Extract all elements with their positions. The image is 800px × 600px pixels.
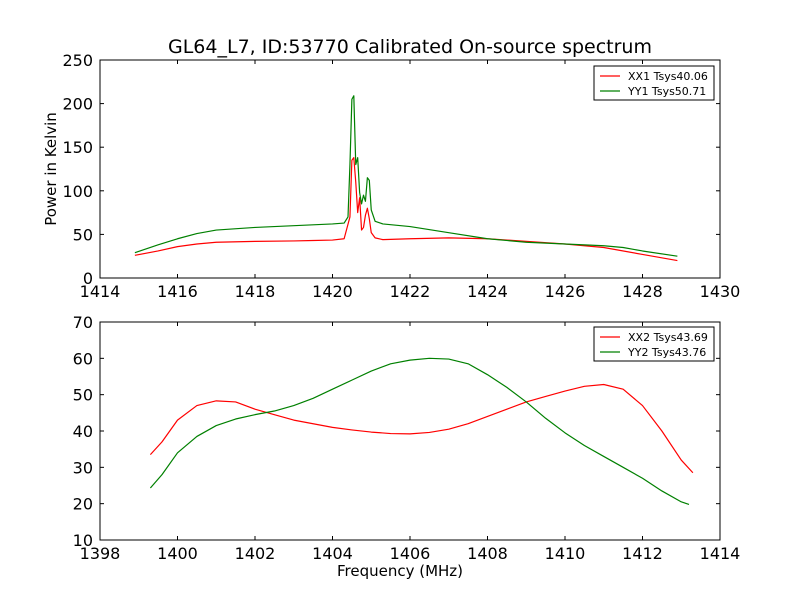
y-tick-label: 0 [83,269,93,288]
series-line-xx1 [134,157,678,262]
figure-title: GL64_L7, ID:53770 Calibrated On-source s… [168,36,652,58]
series-group [134,95,678,262]
x-tick-label: 1400 [157,544,198,563]
legend-label: XX2 Tsys43.69 [628,331,708,344]
series-line-yy2 [149,357,690,505]
y-tick-label: 250 [62,51,93,70]
legend-label: YY2 Tsys43.76 [627,346,706,359]
x-tick-label: 1406 [390,544,431,563]
series-line-xx2 [149,383,694,474]
legend-box [593,326,715,362]
legend: XX1 Tsys40.06 YY1 Tsys50.71 [593,65,715,101]
x-tick-label: 1420 [312,282,353,301]
y-tick-label: 20 [73,495,93,514]
x-tick-label: 1402 [235,544,276,563]
legend-box [593,65,715,101]
y-tick-label: 50 [73,225,93,244]
x-tick-label: 1424 [467,282,508,301]
x-tick-label: 1410 [545,544,586,563]
x-tick-label: 1408 [467,544,508,563]
x-tick-label: 1430 [700,282,741,301]
x-tick-label: 1414 [700,544,741,563]
x-axis-label: Frequency (MHz) [337,562,463,580]
y-tick-label: 70 [73,313,93,332]
bottom-spectrum-panel: 1398 1400 1402 1404 1406 1408 1410 1412 1414 10 20… [73,313,741,580]
x-tick-label: 1412 [622,544,663,563]
series-line-yy1 [134,95,678,257]
x-tick-label: 1422 [390,282,431,301]
series-group [149,357,694,505]
y-axis-label: Power in Kelvin [42,112,60,226]
y-tick-label: 60 [73,349,93,368]
y-tick-label: 50 [73,386,93,405]
y-tick-label: 40 [73,422,93,441]
legend-label: XX1 Tsys40.06 [628,70,708,83]
legend-label: YY1 Tsys50.71 [627,85,706,98]
x-tick-label: 1398 [80,544,121,563]
x-tick-label: 1418 [235,282,276,301]
y-tick-label: 100 [62,182,93,201]
top-spectrum-panel: 1414 1416 1418 1420 1422 1424 1426 1428 1430 0 50 1… [42,51,740,301]
legend: XX2 Tsys43.69 YY2 Tsys43.76 [593,326,715,362]
y-tick-label: 200 [62,95,93,114]
x-tick-label: 1416 [157,282,198,301]
x-tick-label: 1414 [80,282,121,301]
x-tick-label: 1426 [545,282,586,301]
y-tick-label: 10 [73,531,93,550]
x-tick-label: 1428 [622,282,663,301]
x-tick-label: 1404 [312,544,353,563]
y-tick-label: 30 [73,458,93,477]
y-tick-label: 150 [62,138,93,157]
